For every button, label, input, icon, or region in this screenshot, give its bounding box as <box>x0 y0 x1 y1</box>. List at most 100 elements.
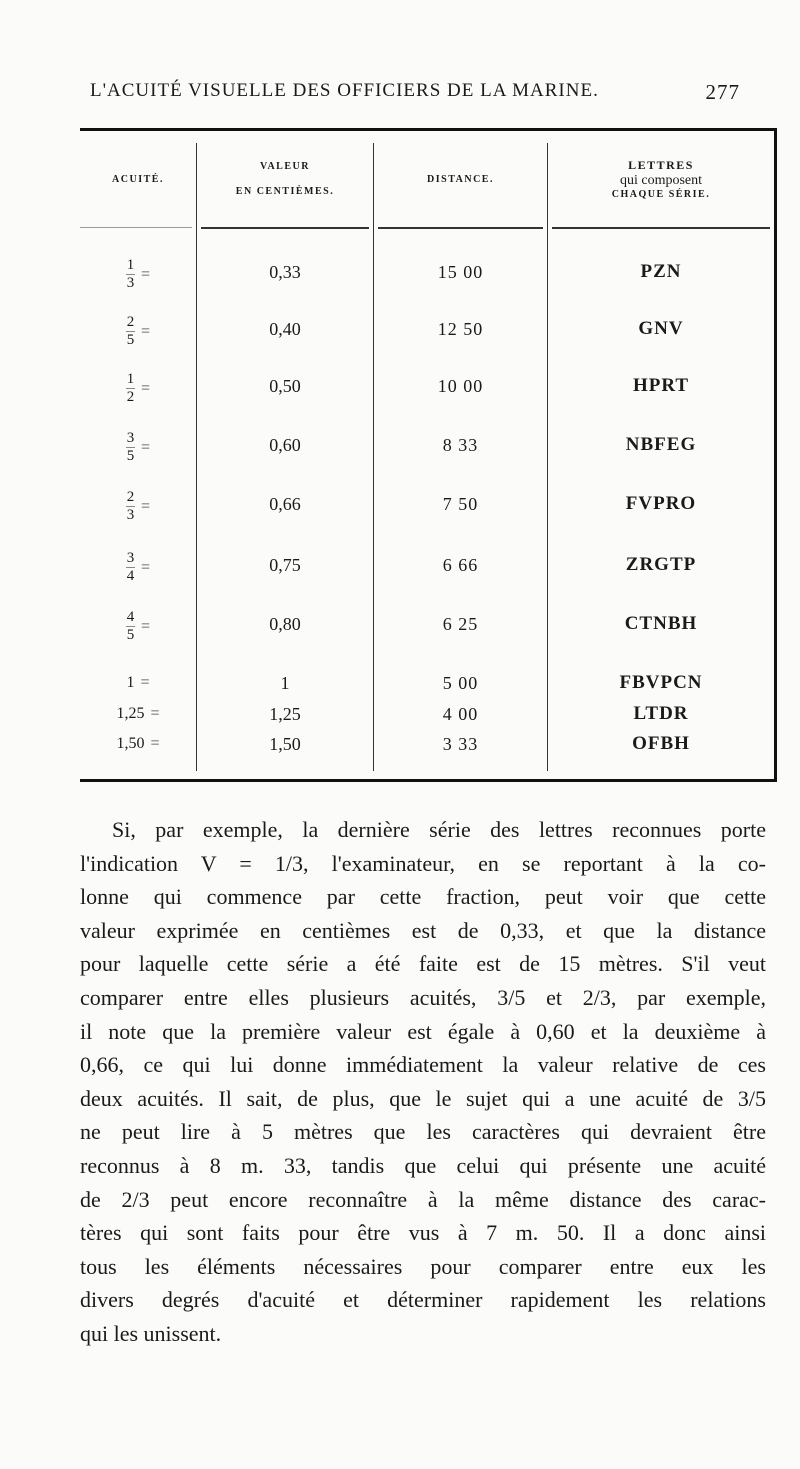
running-head: L'ACUITÉ VISUELLE DES OFFICIERS DE LA MA… <box>90 80 740 110</box>
equals-sign: = <box>140 497 151 515</box>
value-cell: 0,75 <box>269 555 301 575</box>
header-letters-line2: qui composent <box>619 173 703 188</box>
paragraph-line: reconnus à 8 m. 33, tandis que celui qui… <box>80 1152 766 1178</box>
header-rule <box>378 227 543 229</box>
numerator: 4 <box>126 609 135 625</box>
distance-cell: 15 00 <box>437 262 484 282</box>
fraction-bar <box>125 274 135 275</box>
equals-sign: = <box>140 322 151 340</box>
denominator: 5 <box>126 627 135 643</box>
column-divider <box>547 143 548 771</box>
table-row: 3 4 = 0,75 6 66 ZRGTP <box>80 550 774 584</box>
header-rule <box>552 227 770 229</box>
value-cell: 0,66 <box>269 494 301 514</box>
column-divider <box>373 143 374 771</box>
distance-cell: 5 00 <box>442 673 479 693</box>
header-acuity-label: ACUITÉ. <box>112 173 164 185</box>
numerator: 2 <box>126 489 135 505</box>
value-cell: 0,80 <box>269 614 301 634</box>
header-letters-line1: LETTRES <box>628 158 694 172</box>
paragraph-line: pour laquelle cette série a été faite es… <box>80 951 766 977</box>
letters-cell: GNV <box>638 318 684 339</box>
acuity-cell: 1 = <box>80 668 196 698</box>
numerator: 2 <box>126 314 135 330</box>
numerator: 1 <box>126 371 135 387</box>
acuity-cell: 1 2 = <box>80 371 196 405</box>
equals-sign: = <box>150 705 160 723</box>
paragraph-line: ne peut lire à 5 mètres que les caractèr… <box>80 1119 766 1145</box>
denominator: 4 <box>126 568 135 584</box>
header-letters: LETTRES qui composent CHAQUE SÉRIE. <box>548 131 774 227</box>
paragraph-line: comparer entre elles plusieurs acuités, … <box>80 984 766 1010</box>
acuity-cell: 3 4 = <box>80 550 196 584</box>
distance-cell: 3 33 <box>442 734 479 754</box>
distance-cell: 6 66 <box>442 555 479 575</box>
header-acuity: ACUITÉ. <box>80 131 196 227</box>
paragraph-line: tous les éléments nécessaires pour compa… <box>80 1253 766 1279</box>
distance-cell: 10 00 <box>437 376 484 396</box>
table-row: 1 3 = 0,33 15 00 PZN <box>80 257 774 291</box>
numerator: 1 <box>126 257 135 273</box>
acuity-cell: 2 5 = <box>80 314 196 348</box>
paragraph-line: lonne qui commence par cette fraction, p… <box>80 884 766 910</box>
letters-cell: FVPRO <box>625 493 697 514</box>
equals-sign: = <box>140 617 151 635</box>
fraction-bar <box>125 626 135 627</box>
running-head-title: L'ACUITÉ VISUELLE DES OFFICIERS DE LA MA… <box>90 80 599 101</box>
equals-sign: = <box>150 735 160 753</box>
paragraph-line: 0,66, ce qui lui donne immédiatement la … <box>80 1052 766 1078</box>
value-cell: 0,33 <box>269 262 301 282</box>
denominator: 5 <box>126 332 135 348</box>
numerator: 3 <box>126 550 135 566</box>
body-paragraph: Si, par exemple, la dernière série des l… <box>80 813 766 1351</box>
value-cell: 1,50 <box>269 734 301 754</box>
letters-cell: FBVPCN <box>619 672 703 693</box>
paragraph-line: Si, par exemple, la dernière série des l… <box>112 817 766 842</box>
fraction-bar <box>125 567 135 568</box>
paragraph-line: deux acuités. Il sait, de plus, que le s… <box>80 1085 766 1111</box>
paragraph-line: qui les unissent. <box>80 1320 222 1346</box>
letters-cell: ZRGTP <box>625 554 697 575</box>
table-row: 3 5 = 0,60 8 33 NBFEG <box>80 430 774 464</box>
table-row: 1,25 = 1,25 4 00 LTDR <box>80 699 774 729</box>
acuity-cell: 1,25 = <box>80 699 196 729</box>
header-distance-label: DISTANCE. <box>427 173 494 185</box>
value-cell: 0,40 <box>269 319 301 339</box>
acuity-cell: 1 3 = <box>80 257 196 291</box>
distance-cell: 7 50 <box>442 494 479 514</box>
fraction-bar <box>125 447 135 448</box>
value-cell: 1,25 <box>269 704 301 724</box>
denominator: 5 <box>126 448 135 464</box>
equals-sign: = <box>140 265 151 283</box>
header-distance: DISTANCE. <box>374 131 547 227</box>
acuity-cell: 3 5 = <box>80 430 196 464</box>
distance-cell: 12 50 <box>437 319 484 339</box>
table-row: 2 3 = 0,66 7 50 FVPRO <box>80 489 774 523</box>
acuity-value: 1,25 <box>116 705 145 722</box>
denominator: 3 <box>126 507 135 523</box>
distance-cell: 6 25 <box>442 614 479 634</box>
paragraph-line: il note que la première valeur est égale… <box>80 1018 766 1044</box>
table-row: 1 = 1 5 00 FBVPCN <box>80 668 774 698</box>
acuity-table: ACUITÉ. VALEUR EN CENTIÈMES. DISTANCE. L… <box>80 128 777 782</box>
header-letters-line3: CHAQUE SÉRIE. <box>611 189 711 200</box>
value-cell: 0,60 <box>269 435 301 455</box>
letters-cell: LTDR <box>633 703 689 724</box>
acuity-value: 1 <box>126 674 135 691</box>
table-row: 2 5 = 0,40 12 50 GNV <box>80 314 774 348</box>
acuity-cell: 4 5 = <box>80 609 196 643</box>
header-rule <box>201 227 369 229</box>
equals-sign: = <box>140 674 150 692</box>
acuity-cell: 1,50 = <box>80 729 196 759</box>
letters-cell: PZN <box>640 261 682 282</box>
paragraph-line: de 2/3 peut encore reconnaître à la même… <box>80 1186 766 1212</box>
value-cell: 0,50 <box>269 376 301 396</box>
equals-sign: = <box>140 379 151 397</box>
letters-cell: HPRT <box>632 375 690 396</box>
